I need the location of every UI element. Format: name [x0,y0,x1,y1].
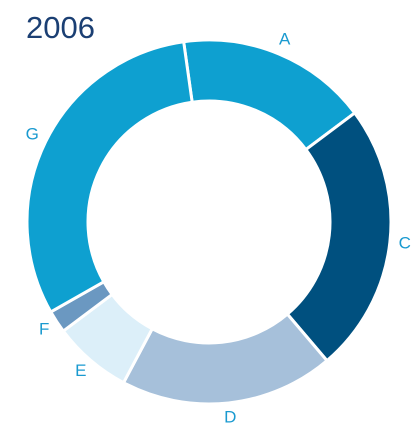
donut-segment [285,110,393,363]
segment-label: D [224,407,236,426]
donut-segment [121,312,330,406]
donut-segment [25,40,194,314]
segment-label: G [26,125,39,144]
segment-label: C [399,233,411,252]
segment-label: A [279,30,291,49]
chart-title: 2006 [26,10,95,45]
segment-label: E [75,361,86,380]
segment-label: F [39,319,49,338]
